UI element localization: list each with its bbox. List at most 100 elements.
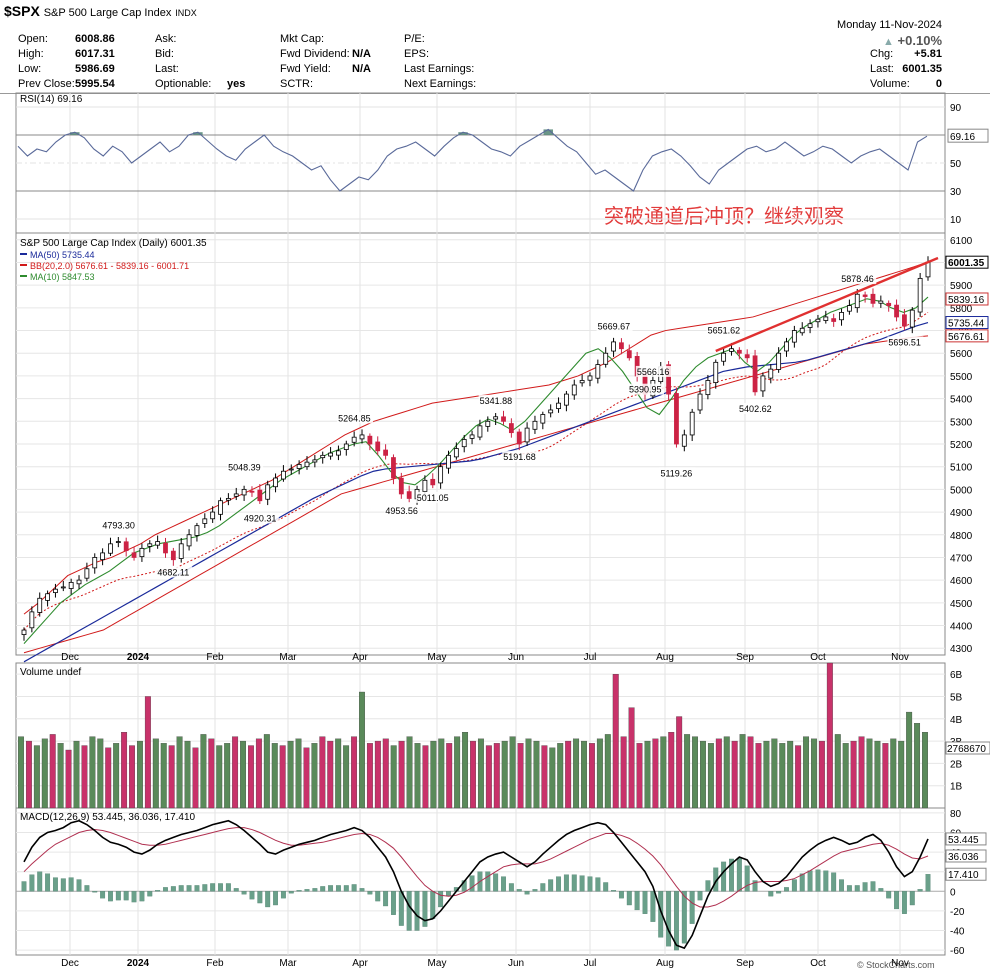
- price-annotation-bg: [227, 461, 264, 473]
- macd-histogram-bar: [108, 891, 113, 902]
- macd-histogram-bar: [587, 876, 593, 892]
- volume-bar: [81, 745, 88, 809]
- macd-histogram-bar: [225, 883, 231, 892]
- price-annotation: 4793.30: [102, 520, 135, 530]
- candle-body: [697, 393, 703, 411]
- macd-histogram-bar: [626, 891, 632, 906]
- volume-bar: [351, 736, 358, 809]
- macd-histogram-bar: [273, 891, 278, 906]
- volume-bar: [842, 743, 849, 809]
- exchange: INDX: [175, 8, 197, 18]
- macd-histogram-bar: [603, 882, 609, 892]
- macd-histogram-bar: [721, 861, 727, 892]
- candle-body: [791, 330, 797, 343]
- volume-bar: [573, 738, 580, 809]
- macd-histogram-bar: [791, 879, 797, 892]
- volume-bar: [533, 740, 540, 809]
- candle-body: [257, 489, 263, 502]
- volume-bar: [121, 732, 128, 809]
- price-tag: 5735.44: [948, 319, 985, 330]
- price-axis-label: 4400: [950, 622, 973, 633]
- candle-body: [532, 420, 538, 430]
- quote-label: High:: [18, 48, 44, 60]
- rsi-overbought-fill: [70, 132, 80, 135]
- index-name: S&P 500 Large Cap Index: [43, 7, 172, 19]
- bb-upper-line: [23, 261, 929, 615]
- volume-bar: [366, 743, 373, 809]
- chinese-annotation: 突破通道后冲顶？继续观察: [604, 204, 844, 228]
- price-annotation: 4953.56: [385, 506, 418, 516]
- candle-body: [312, 459, 318, 463]
- candle-body: [611, 341, 616, 352]
- macd-histogram-bar: [823, 870, 829, 892]
- macd-histogram-bar: [21, 881, 27, 892]
- quote-label: Mkt Cap:: [280, 33, 325, 45]
- quote-label: Last Earnings:: [404, 63, 475, 75]
- price-axis-label: 6100: [950, 236, 973, 247]
- candle-body: [108, 543, 113, 554]
- volume-bar: [715, 738, 722, 809]
- vol-axis-label: 6B: [950, 670, 963, 681]
- candle-body: [831, 318, 837, 322]
- candle-body: [689, 411, 695, 436]
- price-x-tick-label: Mar: [279, 652, 297, 663]
- volume-bar: [176, 736, 183, 809]
- quote-value: 6017.31: [75, 48, 115, 60]
- macd-x-tick-label: Jul: [584, 958, 597, 969]
- candle-body: [249, 490, 255, 493]
- macd-histogram-bar: [304, 889, 310, 892]
- price-annotation: 5696.51: [888, 337, 921, 347]
- quote-label: Last:: [870, 63, 894, 75]
- quote-date: Monday 11-Nov-2024: [837, 19, 942, 31]
- volume-bar: [604, 734, 611, 809]
- volume-bar: [557, 743, 564, 809]
- candle-body: [799, 327, 805, 334]
- macd-title: MACD(12,26,9) 53.445, 36.036, 17.410: [20, 812, 196, 823]
- price-x-tick-label: Oct: [810, 652, 826, 663]
- macd-tag-box: [945, 849, 987, 863]
- macd-histogram-bar: [870, 881, 876, 892]
- macd-histogram-bar: [839, 879, 844, 892]
- volume-bar: [390, 745, 397, 809]
- macd-axis-label: -20: [950, 907, 965, 918]
- price-axis-label: 5000: [950, 485, 973, 496]
- macd-histogram-bar: [430, 891, 436, 919]
- volume-bar: [485, 745, 492, 809]
- macd-histogram-bar: [878, 888, 884, 892]
- macd-histogram-bar: [328, 885, 334, 892]
- volume-bar: [858, 736, 865, 809]
- price-annotation: 5669.67: [598, 321, 631, 331]
- volume-bar: [200, 734, 207, 809]
- price-x-tick-label: Jul: [584, 652, 597, 663]
- price-annotation: 5402.62: [739, 404, 772, 414]
- volume-bar: [470, 740, 476, 809]
- volume-bar: [89, 736, 96, 809]
- volume-bar: [620, 736, 627, 809]
- price-annotation: 5048.39: [228, 462, 261, 472]
- candle-body: [383, 449, 389, 456]
- macd-histogram-bar: [155, 890, 161, 892]
- rsi-value-tag-box: [947, 128, 989, 143]
- volume-bar: [462, 732, 469, 809]
- price-annotation: 5878.46: [841, 274, 874, 284]
- candle-body: [84, 568, 90, 579]
- macd-histogram-bar: [611, 890, 617, 892]
- candle-body: [626, 350, 632, 359]
- volume-bar: [581, 740, 587, 809]
- candle-body: [115, 541, 121, 543]
- macd-histogram-bar: [540, 883, 546, 892]
- price-annotation: 4920.31: [244, 513, 277, 523]
- volume-bar: [454, 736, 461, 809]
- candle-body: [351, 436, 357, 443]
- candle-body: [273, 477, 278, 488]
- candle-body: [902, 314, 907, 327]
- volume-bar: [692, 736, 698, 809]
- macd-histogram-bar: [186, 885, 192, 892]
- ma50-line: [23, 321, 929, 663]
- volume-bar: [803, 736, 810, 809]
- volume-bar: [18, 736, 24, 809]
- candle-body: [265, 484, 271, 500]
- macd-histogram-bar: [862, 882, 868, 892]
- price-tag-box: [945, 329, 989, 343]
- macd-histogram-bar: [642, 891, 648, 914]
